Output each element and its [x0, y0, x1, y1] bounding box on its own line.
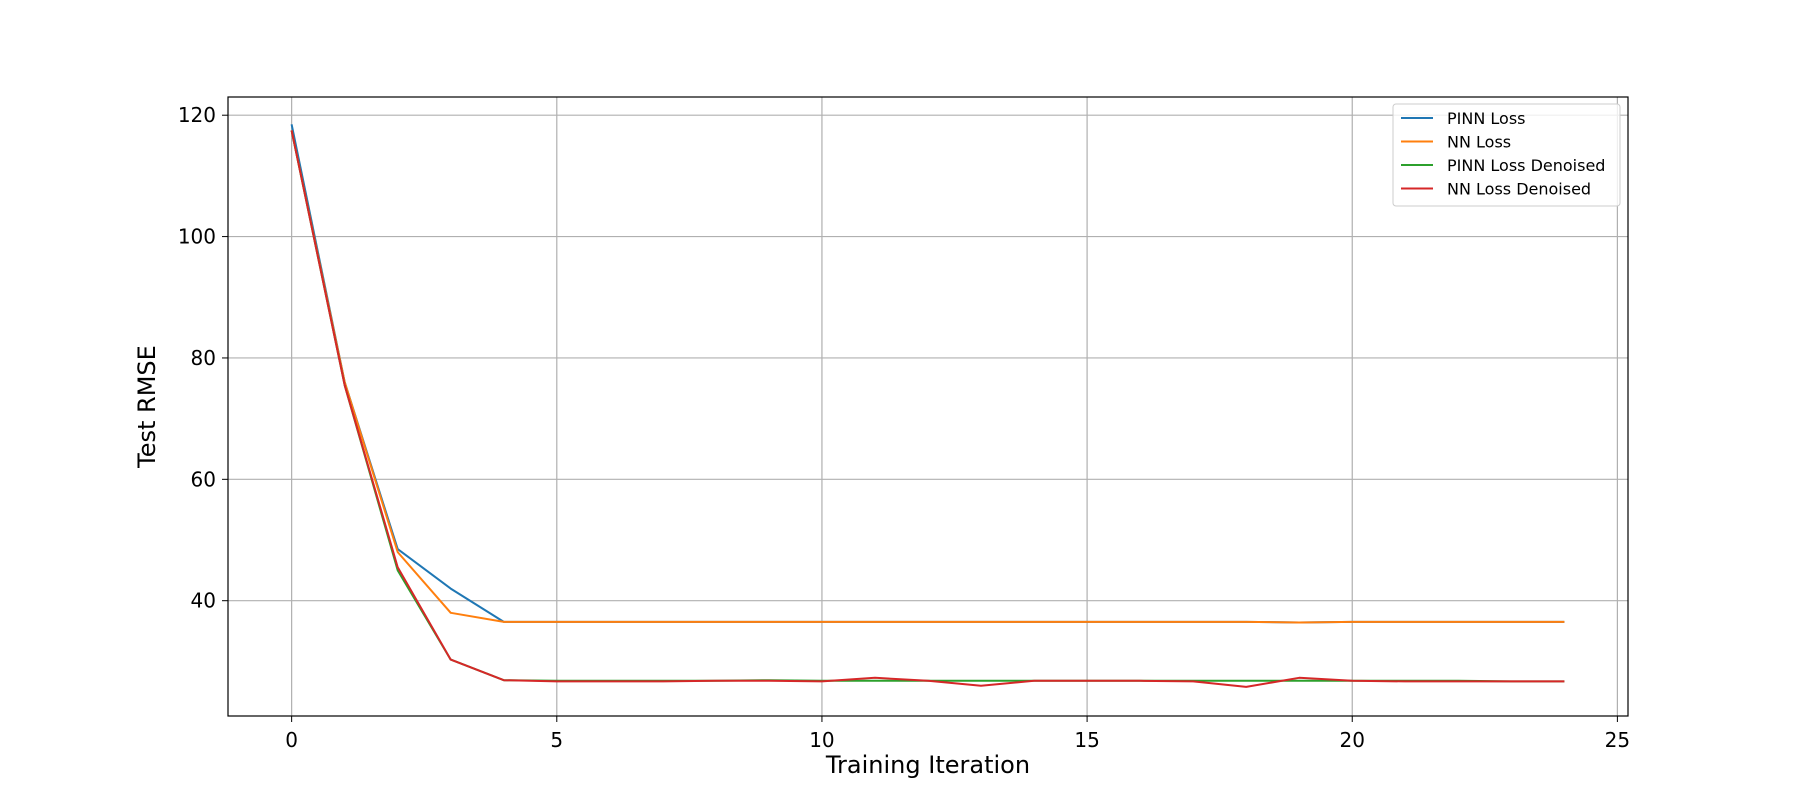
y-axis-label: Test RMSE: [133, 345, 161, 469]
x-axis: 0 5 10 15 20 25: [285, 716, 1630, 752]
legend-entry: PINN Loss: [1447, 109, 1525, 128]
x-tick-label: 25: [1605, 728, 1630, 752]
legend-entry: NN Loss: [1447, 133, 1511, 152]
y-tick-label: 60: [191, 467, 216, 491]
y-tick-label: 40: [191, 589, 216, 613]
y-tick-label: 120: [178, 103, 216, 127]
series-line-2: [290, 130, 1565, 624]
y-tick-label: 80: [191, 346, 216, 370]
legend: PINN Loss NN Loss PINN Loss Denoised NN Los…: [1392, 103, 1621, 207]
legend-entry: PINN Loss Denoised: [1447, 156, 1605, 175]
plot-frame: [227, 96, 1629, 717]
x-tick-label: 5: [550, 728, 563, 752]
series-layer: [290, 124, 1565, 688]
x-axis-label: Training Iteration: [825, 751, 1030, 779]
y-axis: 40 60 80 100 120: [178, 103, 228, 613]
x-tick-label: 20: [1340, 728, 1365, 752]
x-tick-label: 0: [285, 728, 298, 752]
series-line-4: [290, 130, 1565, 688]
legend-entry: NN Loss Denoised: [1447, 180, 1591, 199]
legend-box: [1392, 103, 1621, 207]
x-tick-label: 10: [809, 728, 834, 752]
x-tick-label: 15: [1074, 728, 1099, 752]
y-tick-label: 100: [178, 225, 216, 249]
